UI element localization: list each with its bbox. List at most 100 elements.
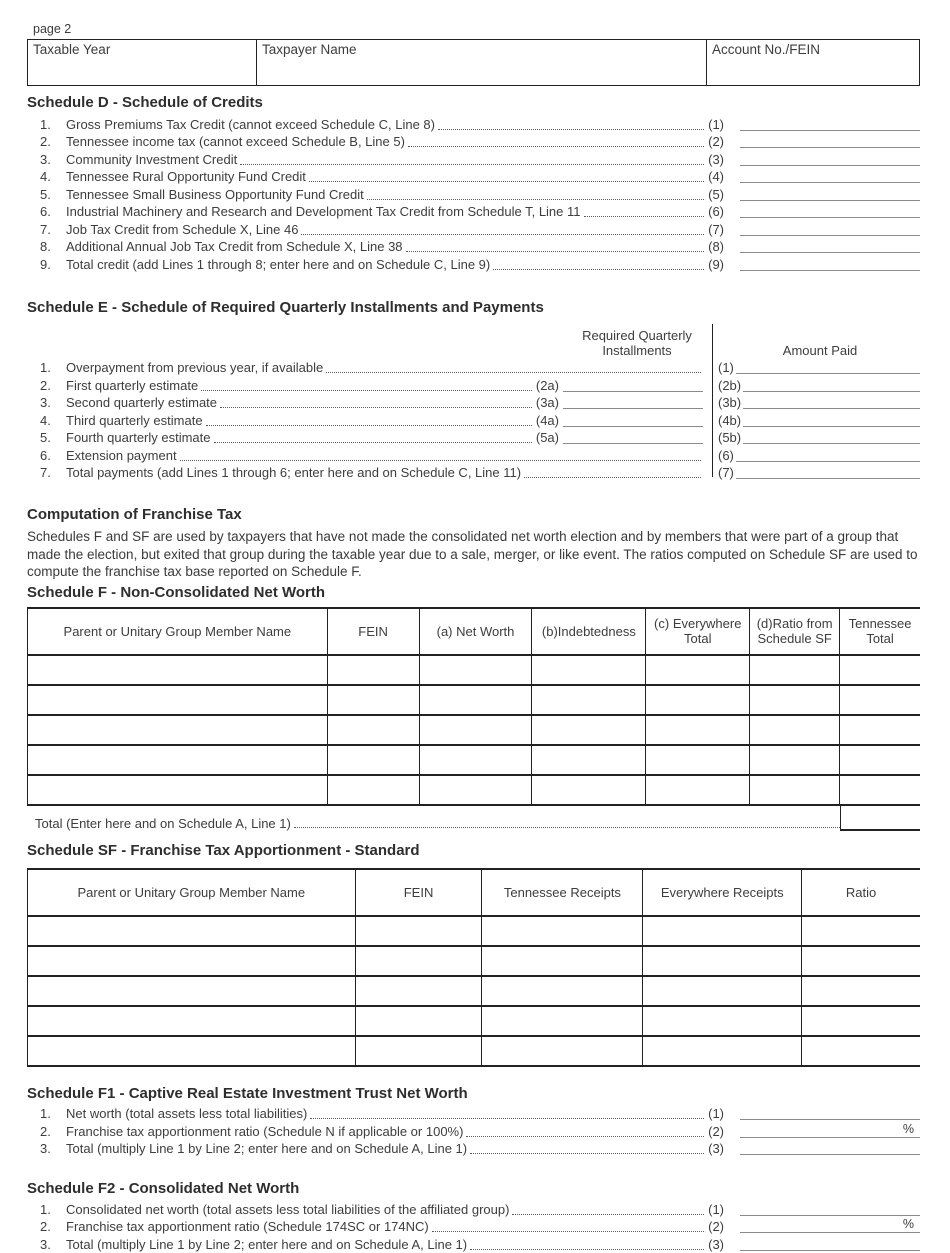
schedule-d-amount-field-3[interactable] xyxy=(740,151,920,166)
schedule-f2-amount-field-2[interactable]: % xyxy=(740,1217,920,1234)
schedule-f-cell-r2c2[interactable] xyxy=(328,685,420,714)
schedule-f-cell-r5c3[interactable] xyxy=(420,775,533,804)
schedule-sf-cell-r1c5[interactable] xyxy=(802,917,920,945)
schedule-f2-amount-field-3[interactable] xyxy=(740,1236,920,1251)
schedule-sf-cell-r2c3[interactable] xyxy=(482,946,644,975)
schedule-f-cell-r5c5[interactable] xyxy=(646,775,751,804)
schedule-f-cell-r1c2[interactable] xyxy=(328,655,420,684)
schedule-f-cell-r1c5[interactable] xyxy=(646,655,751,684)
amount-paid-field-7[interactable] xyxy=(735,464,920,479)
schedule-sf-cell-r2c5[interactable] xyxy=(802,947,920,975)
line-label: Second quarterly estimate xyxy=(66,395,218,410)
schedule-f-cell-r3c2[interactable] xyxy=(328,715,420,744)
schedule-f-cell-r3c1[interactable] xyxy=(28,715,328,744)
schedule-d-amount-field-1[interactable] xyxy=(740,116,920,131)
line-label: Tennessee income tax (cannot exceed Sche… xyxy=(66,134,405,149)
schedule-f-cell-r1c3[interactable] xyxy=(420,655,533,684)
schedule-sf-cell-r4c2[interactable] xyxy=(356,1006,483,1035)
installment-amount-field-4[interactable] xyxy=(563,425,703,427)
schedule-f-cell-r4c7[interactable] xyxy=(840,746,920,774)
schedule-d-amount-field-7[interactable] xyxy=(740,221,920,236)
schedule-d-amount-field-4[interactable] xyxy=(740,168,920,183)
schedule-sf-cell-r5c5[interactable] xyxy=(802,1037,920,1065)
schedule-d-amount-field-9[interactable] xyxy=(740,256,920,271)
account-fein-field[interactable]: Account No./FEIN xyxy=(707,40,921,85)
schedule-f-cell-r2c1[interactable] xyxy=(28,685,328,714)
schedule-f-cell-r2c4[interactable] xyxy=(532,685,647,714)
schedule-d-amount-field-8[interactable] xyxy=(740,238,920,253)
schedule-sf-cell-r1c1[interactable] xyxy=(28,916,356,945)
schedule-sf-cell-r3c3[interactable] xyxy=(482,976,644,1005)
schedule-f-cell-r4c3[interactable] xyxy=(420,745,533,774)
amount-paid-field-4[interactable] xyxy=(743,412,920,427)
schedule-sf-cell-r3c2[interactable] xyxy=(356,976,483,1005)
schedule-sf-cell-r2c2[interactable] xyxy=(356,946,483,975)
schedule-sf-cell-r1c2[interactable] xyxy=(356,916,483,945)
schedule-sf-cell-r1c3[interactable] xyxy=(482,916,644,945)
schedule-f-cell-r4c2[interactable] xyxy=(328,745,420,774)
schedule-sf-cell-r1c4[interactable] xyxy=(643,916,803,945)
schedule-f-cell-r3c6[interactable] xyxy=(750,715,841,744)
percent-suffix: % xyxy=(902,1121,914,1136)
schedule-f-header-7: Tennessee Total xyxy=(848,616,912,647)
schedule-f-cell-r3c5[interactable] xyxy=(646,715,751,744)
installment-amount-field-2[interactable] xyxy=(563,390,703,392)
line-label: Gross Premiums Tax Credit (cannot exceed… xyxy=(66,116,435,132)
schedule-f-cell-r2c6[interactable] xyxy=(750,685,841,714)
schedule-f-cell-r3c3[interactable] xyxy=(420,715,533,744)
schedule-d-amount-field-6[interactable] xyxy=(740,203,920,218)
schedule-f2-amount-field-1[interactable] xyxy=(740,1201,920,1216)
amount-paid-field-6[interactable] xyxy=(735,447,920,462)
schedule-sf-cell-r5c1[interactable] xyxy=(28,1036,356,1065)
schedule-f-cell-r5c6[interactable] xyxy=(750,775,841,804)
amount-paid-field-2[interactable] xyxy=(743,377,920,392)
schedule-f-cell-r1c7[interactable] xyxy=(840,656,920,684)
schedule-sf-cell-r3c5[interactable] xyxy=(802,977,920,1005)
schedule-f-cell-r1c4[interactable] xyxy=(532,655,647,684)
taxable-year-field[interactable]: Taxable Year xyxy=(28,40,257,85)
schedule-f-cell-r3c4[interactable] xyxy=(532,715,647,744)
schedule-f-cell-r4c5[interactable] xyxy=(646,745,751,774)
amount-paid-ref: (6) xyxy=(718,447,734,463)
schedule-f-cell-r1c1[interactable] xyxy=(28,655,328,684)
schedule-f-cell-r2c7[interactable] xyxy=(840,686,920,714)
schedule-f-cell-r4c6[interactable] xyxy=(750,745,841,774)
schedule-sf-cell-r5c2[interactable] xyxy=(356,1036,483,1065)
installment-amount-field-3[interactable] xyxy=(563,408,703,409)
schedule-sf-cell-r2c4[interactable] xyxy=(643,946,803,975)
schedule-f-cell-r2c3[interactable] xyxy=(420,685,533,714)
schedule-f-cell-r5c1[interactable] xyxy=(28,775,328,804)
amount-paid-field-1[interactable] xyxy=(735,359,920,374)
schedule-d-amount-field-2[interactable] xyxy=(740,133,920,148)
dotted-leader xyxy=(308,181,705,182)
schedule-f1-amount-field-1[interactable] xyxy=(740,1105,920,1121)
schedule-f-cell-r5c2[interactable] xyxy=(328,775,420,804)
schedule-sf-cell-r5c3[interactable] xyxy=(482,1036,644,1065)
schedule-f-cell-r5c4[interactable] xyxy=(532,775,647,804)
schedule-sf-cell-r5c4[interactable] xyxy=(643,1036,803,1065)
schedule-sf-cell-r3c1[interactable] xyxy=(28,976,356,1005)
schedule-sf-cell-r4c4[interactable] xyxy=(643,1006,803,1035)
schedule-sf-cell-r4c5[interactable] xyxy=(802,1007,920,1035)
schedule-f-cell-r2c5[interactable] xyxy=(646,685,751,714)
schedule-sf-cell-r2c1[interactable] xyxy=(28,946,356,975)
schedule-f-cell-r4c4[interactable] xyxy=(532,745,647,774)
schedule-sf-cell-r4c1[interactable] xyxy=(28,1006,356,1035)
schedule-d-amount-field-5[interactable] xyxy=(740,186,920,201)
schedule-f-total-row: Total (Enter here and on Schedule A, Lin… xyxy=(27,805,920,831)
schedule-f-cell-r3c7[interactable] xyxy=(840,716,920,744)
schedule-f-cell-r1c6[interactable] xyxy=(750,655,841,684)
schedule-f1-amount-field-3[interactable] xyxy=(740,1140,920,1156)
amount-paid-field-5[interactable] xyxy=(743,429,920,444)
line-ref: (3) xyxy=(708,151,724,167)
schedule-f-cell-r5c7[interactable] xyxy=(840,776,920,804)
schedule-f-total-field[interactable] xyxy=(840,805,920,831)
taxpayer-name-field[interactable]: Taxpayer Name xyxy=(257,40,707,85)
schedule-f1-amount-field-2[interactable]: % xyxy=(740,1121,920,1138)
line-number: 2. xyxy=(40,377,51,393)
schedule-sf-cell-r3c4[interactable] xyxy=(643,976,803,1005)
amount-paid-field-3[interactable] xyxy=(743,394,920,409)
schedule-sf-cell-r4c3[interactable] xyxy=(482,1006,644,1035)
schedule-f-cell-r4c1[interactable] xyxy=(28,745,328,774)
installment-amount-field-5[interactable] xyxy=(563,443,703,444)
